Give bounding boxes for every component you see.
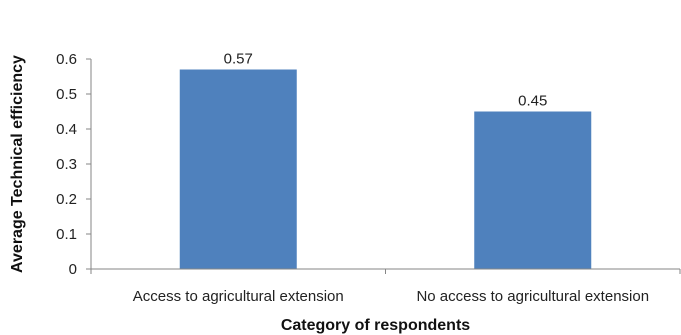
x-category-label: Access to agricultural extension: [133, 288, 344, 305]
bar-value-label: 0.45: [518, 93, 547, 110]
y-tick-label: 0.2: [56, 191, 77, 208]
y-tick-label: 0.4: [56, 121, 77, 138]
x-axis-title: Category of respondents: [281, 317, 470, 334]
x-axis-category-labels: Access to agricultural extension No acces…: [90, 269, 681, 305]
y-axis-ticks: 0 0.1 0.2 0.3 0.4 0.5 0.6: [56, 51, 91, 278]
bar: [179, 69, 297, 269]
y-tick-label: 0.5: [56, 86, 77, 103]
y-axis-title: Average Technical efficiency: [9, 55, 26, 273]
y-tick-label: 0.1: [56, 226, 77, 243]
bars: [179, 69, 592, 269]
bar-value-label: 0.57: [224, 51, 253, 68]
bar: [474, 111, 592, 269]
x-category-label: No access to agricultural extension: [416, 288, 649, 305]
y-tick-label: 0: [69, 261, 77, 278]
y-tick-label: 0.6: [56, 51, 77, 68]
y-tick-label: 0.3: [56, 156, 77, 173]
data-labels: 0.57 0.45: [224, 51, 548, 110]
